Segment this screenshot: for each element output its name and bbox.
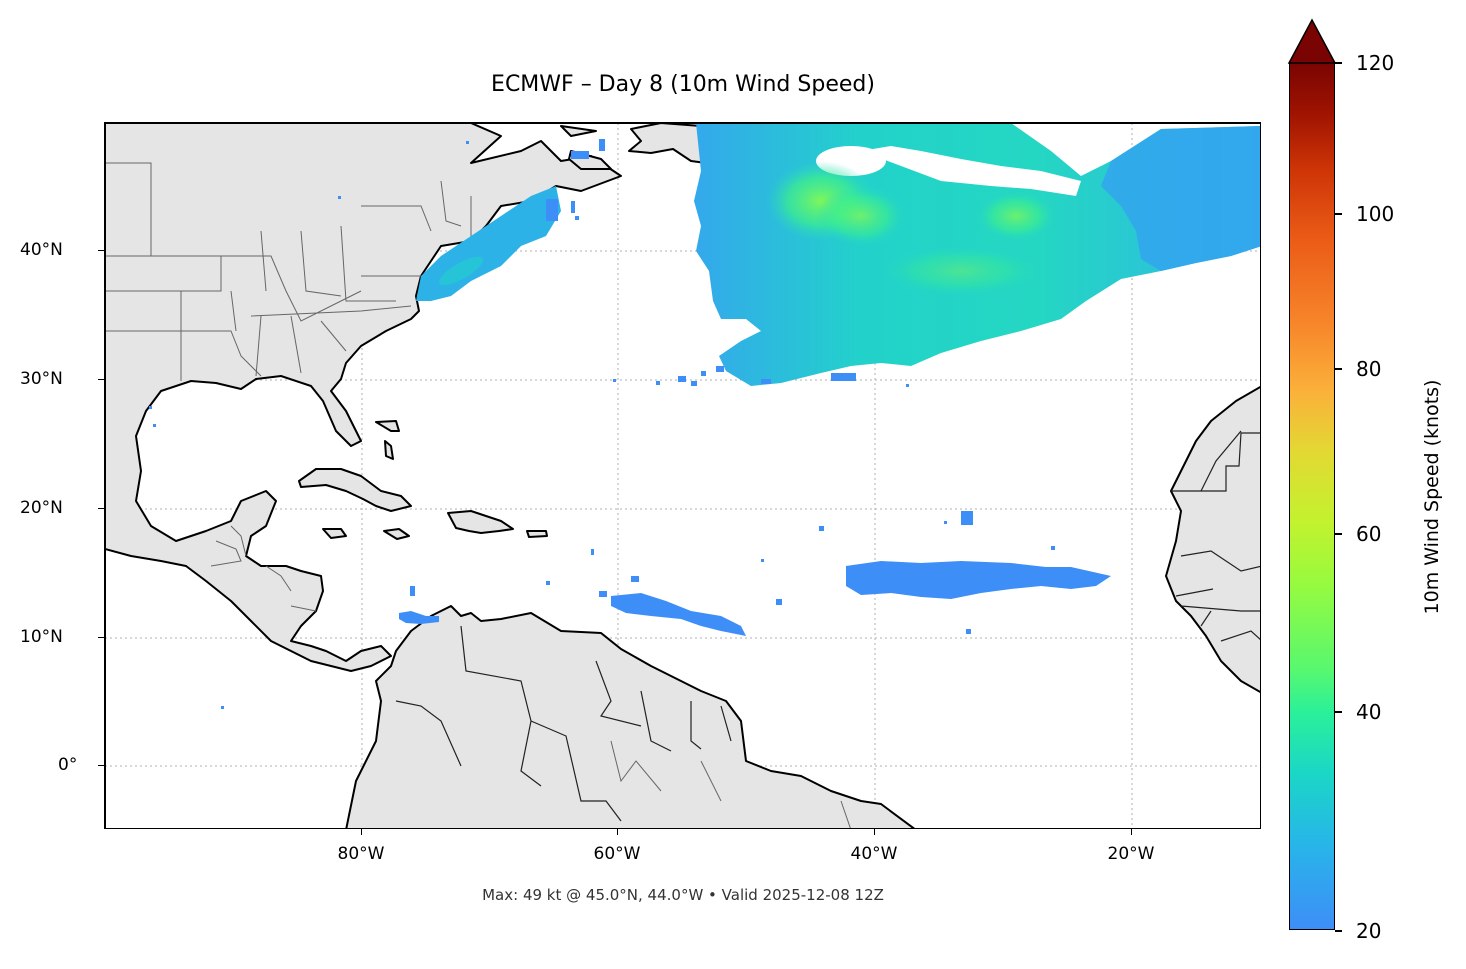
y-tick-mark xyxy=(98,250,104,251)
colorbar-extend-arrow-icon xyxy=(1287,18,1337,64)
colorbar-tick xyxy=(1335,533,1342,535)
x-tick-mark xyxy=(361,829,362,835)
colorbar-tick-label: 40 xyxy=(1356,700,1382,724)
y-tick-label: 40°N xyxy=(20,240,63,260)
colorbar-tick xyxy=(1335,711,1342,713)
colorbar-tick xyxy=(1335,213,1342,215)
colorbar-tick-label: 100 xyxy=(1356,202,1395,226)
y-tick-mark xyxy=(98,508,104,509)
y-tick-label: 10°N xyxy=(20,627,63,647)
wind-field-us-northeast xyxy=(338,139,605,301)
land-caribbean-islands xyxy=(298,420,548,540)
colorbar xyxy=(1289,62,1335,930)
y-tick-mark xyxy=(98,379,104,380)
x-tick-label: 60°W xyxy=(593,844,641,864)
colorbar-tick xyxy=(1335,62,1342,64)
x-tick-mark xyxy=(874,829,875,835)
colorbar-tick-label: 60 xyxy=(1356,522,1382,546)
max-wind-footer: Max: 49 kt @ 45.0°N, 44.0°W • Valid 2025… xyxy=(482,886,884,904)
land-west-africa xyxy=(1165,385,1260,694)
chart-title: ECMWF – Day 8 (10m Wind Speed) xyxy=(491,72,875,97)
colorbar-tick-label: 80 xyxy=(1356,357,1382,381)
colorbar-tick xyxy=(1335,368,1342,370)
colorbar-tick-label: 20 xyxy=(1356,919,1382,943)
map-canvas xyxy=(105,123,1260,828)
x-tick-label: 40°W xyxy=(850,844,898,864)
x-tick-mark xyxy=(1131,829,1132,835)
colorbar-title: 10m Wind Speed (knots) xyxy=(1421,379,1443,615)
map-plot-area xyxy=(104,122,1261,829)
y-tick-label: 20°N xyxy=(20,498,63,518)
colorbar-gradient xyxy=(1289,62,1335,930)
y-tick-label: 0° xyxy=(58,755,78,775)
x-tick-label: 20°W xyxy=(1107,844,1155,864)
wind-field-north-atlantic xyxy=(613,123,1260,387)
wind-field-tropics xyxy=(149,406,1111,709)
land-south-america xyxy=(345,605,915,828)
colorbar-tick-label: 120 xyxy=(1356,51,1395,75)
x-tick-mark xyxy=(617,829,618,835)
land-atlantic-canada xyxy=(560,123,714,170)
x-tick-label: 80°W xyxy=(337,844,385,864)
y-tick-mark xyxy=(98,637,104,638)
colorbar-tick xyxy=(1335,930,1342,932)
y-tick-label: 30°N xyxy=(20,369,63,389)
y-tick-mark xyxy=(98,765,104,766)
